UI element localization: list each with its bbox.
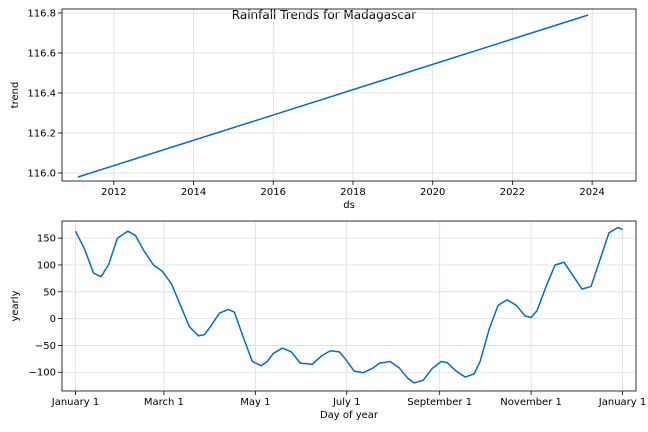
y-tick-label: 50	[43, 287, 56, 298]
plot-frame	[61, 220, 637, 392]
y-tick-label: −100	[29, 368, 56, 379]
x-tick-label: January 1	[51, 397, 99, 408]
y-tick-label: 100	[37, 260, 56, 271]
y-tick-label: 116.2	[27, 129, 56, 140]
y-tick-label: 150	[37, 234, 56, 245]
y-tick-label: 116.8	[27, 9, 56, 20]
x-tick-label: March 1	[144, 397, 184, 408]
x-tick-label: July 1	[332, 397, 361, 408]
trend-panel: 2012 2014 2016 2018 2020 2022 2024 116.0 116.2 11…	[10, 8, 637, 211]
plot-frame	[61, 8, 637, 182]
y-axis-label: trend	[10, 82, 21, 109]
x-axis-label: Day of year	[320, 410, 379, 421]
x-tick-label: January 1	[598, 397, 646, 408]
series-line	[77, 14, 589, 178]
series-line	[74, 226, 623, 384]
y-tick-label: 116.6	[27, 49, 56, 60]
x-tick-label: November 1	[500, 397, 562, 408]
x-tick-label: 2024	[579, 187, 604, 198]
y-tick-label: 116.4	[27, 89, 56, 100]
x-tick-label: 2018	[340, 187, 365, 198]
x-tick-label: 2022	[500, 187, 525, 198]
y-tick-label: 116.0	[27, 169, 56, 180]
y-axis-label: yearly	[10, 290, 21, 321]
y-tick-label: −50	[35, 341, 56, 352]
x-tick-label: May 1	[240, 397, 270, 408]
x-axis-label: ds	[343, 200, 355, 211]
x-tick-label: 2012	[101, 187, 126, 198]
x-tick-label: September 1	[407, 397, 472, 408]
y-tick-label: 0	[50, 314, 56, 325]
x-tick-label: 2020	[420, 187, 445, 198]
yearly-panel: January 1 March 1 May 1 July 1 September 1 No…	[10, 220, 646, 421]
chart-title: Rainfall Trends for Madagascar	[232, 8, 417, 22]
x-tick-label: 2016	[261, 187, 286, 198]
x-tick-label: 2014	[181, 187, 206, 198]
